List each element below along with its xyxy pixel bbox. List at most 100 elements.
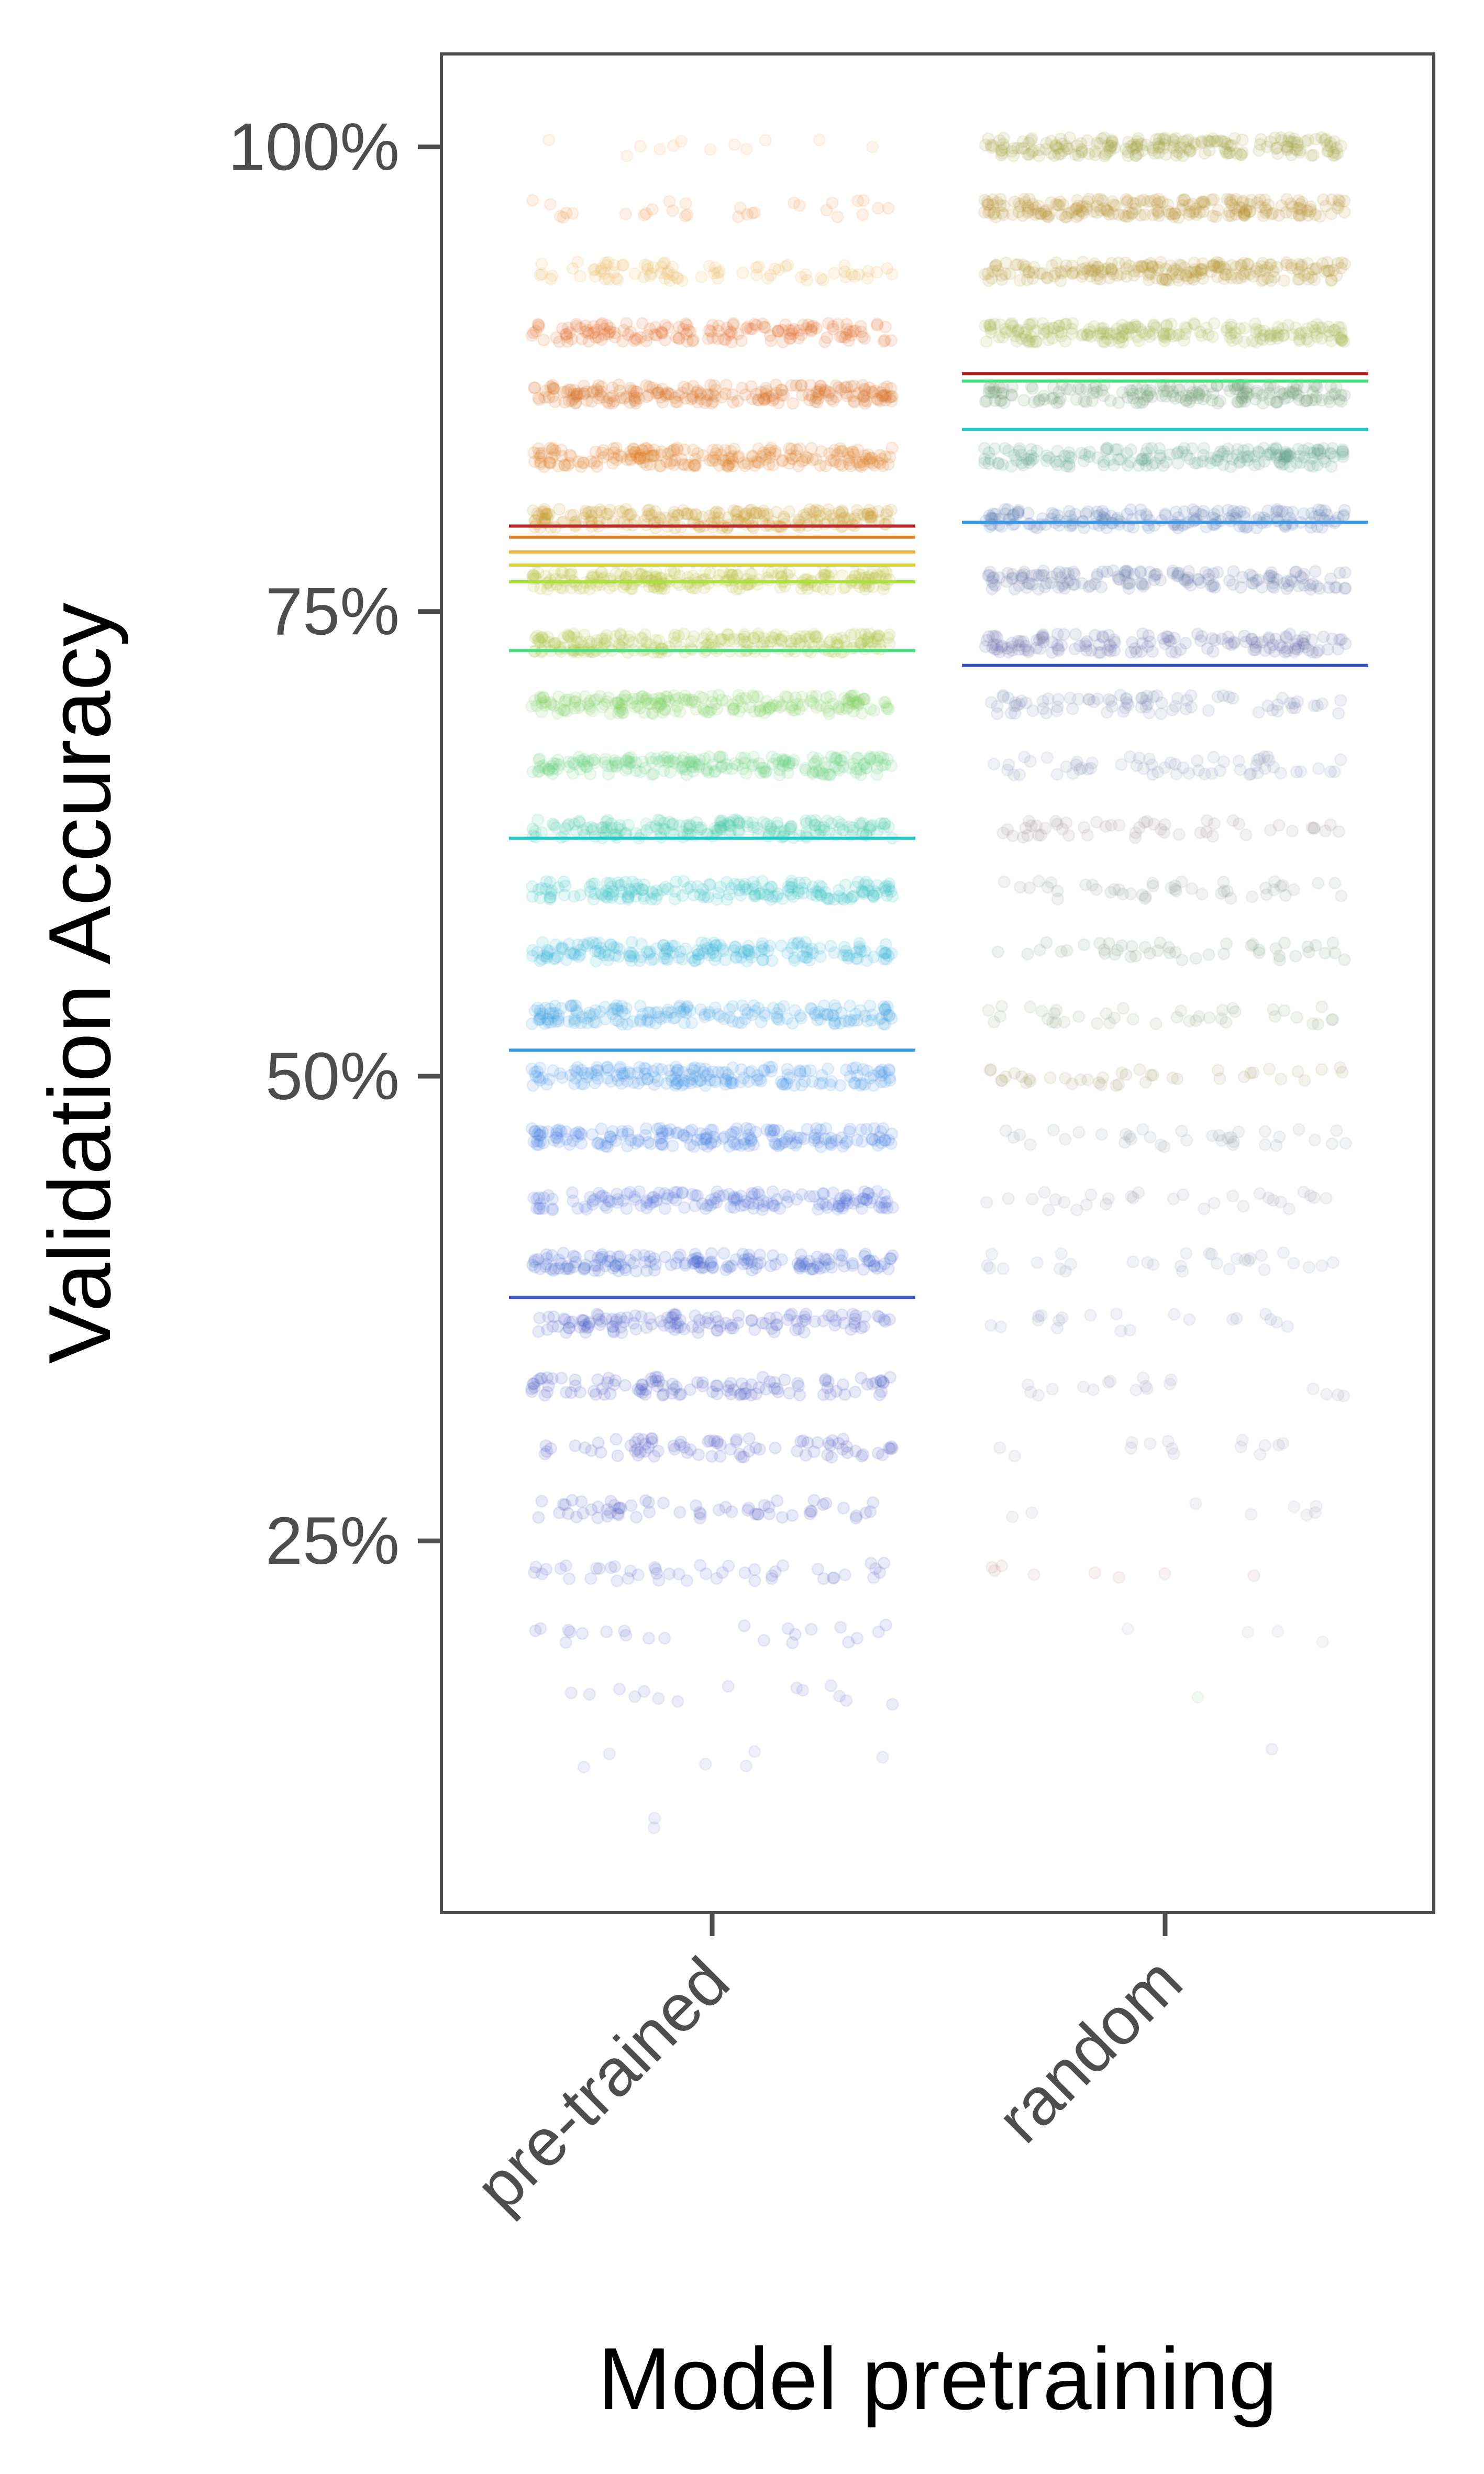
data-point	[856, 208, 870, 222]
data-point	[741, 457, 755, 470]
data-point	[613, 448, 626, 462]
data-point	[776, 455, 789, 468]
data-point	[814, 379, 827, 393]
data-point	[771, 324, 785, 338]
data-point	[725, 450, 739, 463]
data-point	[685, 759, 699, 773]
data-point	[655, 445, 669, 458]
data-point	[672, 691, 686, 705]
data-point	[1047, 381, 1060, 394]
data-point	[669, 1308, 683, 1321]
data-point	[836, 1249, 849, 1262]
data-point	[714, 1320, 727, 1333]
data-point	[1124, 503, 1137, 516]
data-point	[656, 382, 669, 396]
data-point	[710, 892, 724, 906]
data-point	[528, 381, 541, 395]
data-point	[857, 508, 870, 522]
data-point	[661, 953, 674, 967]
data-point	[552, 502, 566, 516]
data-point	[685, 334, 699, 348]
data-point	[610, 441, 623, 455]
data-point	[1193, 206, 1206, 219]
data-point	[786, 452, 800, 466]
data-point	[589, 1388, 603, 1401]
data-point	[564, 449, 578, 463]
data-point	[871, 455, 884, 469]
data-point	[695, 270, 708, 284]
data-point	[1050, 256, 1063, 270]
data-point	[1293, 201, 1306, 215]
data-point	[832, 381, 845, 394]
data-point	[839, 878, 852, 891]
data-point	[704, 143, 717, 157]
data-point	[679, 392, 692, 405]
data-point	[658, 1250, 672, 1264]
data-point	[746, 206, 759, 220]
data-point	[718, 333, 732, 347]
data-point	[787, 323, 801, 336]
data-point	[1126, 391, 1140, 405]
data-point	[623, 1185, 637, 1199]
data-point	[643, 503, 656, 516]
data-point	[619, 317, 633, 330]
data-point	[769, 386, 783, 400]
data-point	[600, 634, 613, 648]
data-point	[591, 384, 604, 398]
data-point	[546, 390, 560, 403]
data-point	[722, 451, 736, 465]
data-point	[1046, 322, 1060, 335]
data-point	[835, 504, 849, 517]
data-point	[646, 203, 659, 216]
data-point	[611, 1449, 624, 1463]
data-point	[1231, 443, 1245, 456]
data-point	[679, 317, 693, 330]
data-point	[1177, 193, 1191, 206]
data-point	[789, 1139, 802, 1152]
data-point	[822, 389, 835, 402]
data-point	[819, 1496, 833, 1510]
data-point	[1237, 269, 1251, 283]
data-point	[546, 381, 559, 394]
data-point	[731, 505, 745, 518]
data-point	[527, 446, 541, 459]
data-point	[545, 884, 558, 898]
data-point	[862, 821, 876, 834]
data-point	[1020, 323, 1034, 337]
data-point	[1224, 318, 1238, 332]
data-point	[707, 267, 721, 280]
data-point	[725, 452, 739, 466]
data-point	[1273, 448, 1287, 461]
data-point	[587, 319, 601, 333]
data-point	[745, 449, 759, 462]
data-point	[628, 267, 642, 281]
data-point	[703, 454, 716, 467]
data-point	[591, 1136, 604, 1150]
data-point	[726, 459, 740, 473]
data-point	[542, 391, 556, 404]
data-point	[601, 256, 615, 269]
data-point	[880, 262, 894, 275]
data-point	[546, 378, 559, 392]
data-point	[564, 1686, 578, 1699]
data-point	[819, 507, 833, 521]
data-point	[739, 322, 753, 335]
data-point	[637, 208, 651, 222]
data-point	[606, 457, 619, 470]
data-point	[701, 1067, 715, 1081]
data-point	[555, 449, 569, 463]
data-point	[526, 504, 540, 517]
data-point	[613, 384, 626, 397]
data-point	[740, 208, 754, 221]
data-point	[787, 196, 801, 209]
data-point	[634, 449, 647, 462]
data-point	[864, 511, 878, 525]
data-point	[577, 386, 591, 400]
data-point	[628, 393, 641, 406]
data-point	[670, 441, 684, 455]
data-point	[711, 1434, 724, 1448]
data-point	[728, 877, 741, 891]
data-point	[672, 332, 685, 345]
data-point	[739, 1759, 753, 1773]
data-point	[819, 459, 833, 473]
